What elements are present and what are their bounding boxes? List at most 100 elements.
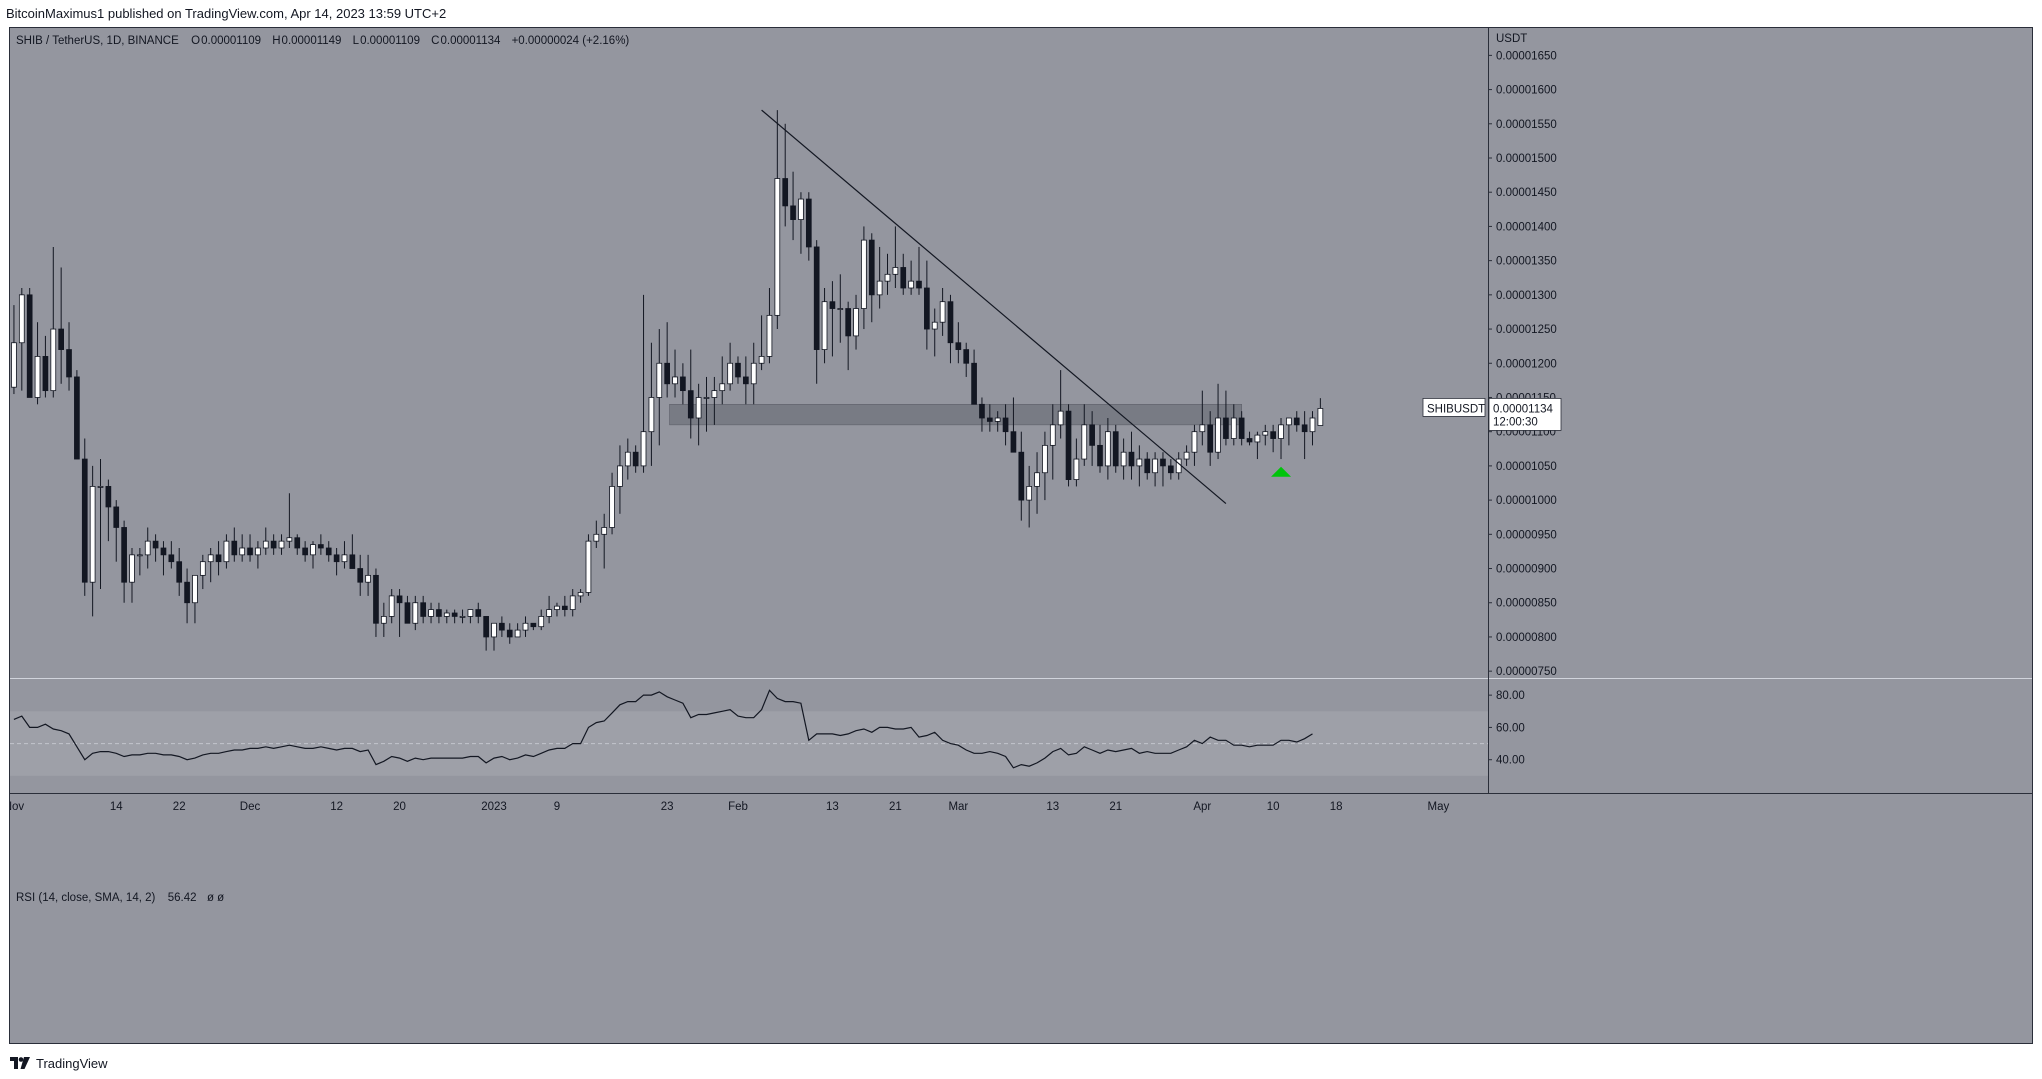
- candle-bull: [546, 609, 552, 617]
- candle-bear: [1097, 444, 1103, 467]
- candle-bear: [868, 239, 875, 296]
- candle-bull: [1175, 458, 1182, 474]
- footer: TradingView: [10, 1052, 108, 1074]
- candle-bull: [380, 616, 387, 624]
- time-tick-label: 22: [173, 801, 186, 813]
- candle-countdown: 12:00:30: [1493, 416, 1538, 428]
- candle-bull: [876, 280, 883, 296]
- chart-canvas[interactable]: 0.00000750 0.00000800 0.00000850 0.00000900…: [10, 28, 2032, 1043]
- open-label: O: [191, 35, 201, 47]
- candle-bull: [1105, 431, 1111, 467]
- candle-bear: [396, 595, 403, 604]
- candle-bull: [640, 431, 647, 467]
- tradingview-logo-icon[interactable]: [10, 1057, 30, 1069]
- price-tick-label: 0.00000800: [1496, 632, 1557, 644]
- candle-bull: [821, 301, 828, 350]
- price-tick-label: 0.00000950: [1496, 529, 1557, 541]
- symbol-title[interactable]: SHIB / TetherUS, 1D, BINANCE: [16, 35, 179, 47]
- candle-bull: [428, 609, 434, 617]
- candle-bull: [931, 321, 938, 330]
- candle-bear: [26, 294, 33, 398]
- candle-bear: [176, 561, 183, 583]
- candle-bull: [129, 554, 135, 583]
- candle-bear: [1167, 465, 1174, 474]
- candle-bull: [286, 537, 293, 542]
- close-value: 0.00001134: [440, 35, 501, 47]
- candle-bull: [522, 622, 529, 631]
- candle-bear: [1010, 431, 1017, 453]
- price-tick-label: 0.00001350: [1496, 256, 1557, 268]
- candle-bear: [357, 568, 364, 583]
- candle-bull: [884, 273, 891, 282]
- price-tick-label: 0.00001500: [1496, 153, 1557, 165]
- candle-bull: [1152, 458, 1158, 474]
- candle-bull: [727, 362, 733, 385]
- time-tick-label: Feb: [728, 801, 748, 813]
- candle-bull: [703, 397, 710, 399]
- price-tick-label: 0.00001450: [1496, 187, 1557, 199]
- candle-bull: [1026, 486, 1033, 501]
- rsi-value: 56.42: [167, 892, 197, 904]
- rsi-title[interactable]: RSI (14, close, SMA, 14, 2): [16, 892, 156, 904]
- candle-bear: [782, 178, 789, 207]
- time-tick-label: 9: [554, 801, 560, 813]
- candle-bull: [648, 397, 655, 433]
- candle-bull: [341, 554, 348, 563]
- candle-bull: [609, 486, 615, 528]
- candle-bear: [325, 547, 332, 556]
- candle-bear: [971, 362, 977, 405]
- candle-bull: [593, 533, 600, 542]
- chart-frame[interactable]: 0.00000750 0.00000800 0.00000850 0.00000900…: [9, 27, 2033, 1044]
- candle-bear: [294, 537, 301, 549]
- time-tick-label: 13: [826, 801, 839, 813]
- candle-bear: [947, 301, 954, 344]
- symbol-tag-box: [1422, 398, 1486, 417]
- rsi-legend: RSI (14, close, SMA, 14, 2) 56.42 ø ø: [16, 892, 224, 904]
- candle-bear: [955, 342, 962, 350]
- low-label: L: [352, 35, 360, 47]
- candle-bear: [1207, 424, 1214, 453]
- candles-group: [11, 110, 1324, 651]
- candle-bear: [979, 403, 985, 419]
- price-tick-label: 0.00001300: [1496, 290, 1557, 302]
- candle-bear: [1089, 424, 1095, 446]
- candle-bear: [302, 547, 308, 556]
- candle-bear: [916, 280, 922, 289]
- candle-bull: [554, 605, 560, 610]
- candle-bull: [144, 540, 151, 556]
- candle-bull: [262, 540, 269, 549]
- footer-brand[interactable]: TradingView: [36, 1055, 108, 1071]
- symbol-tag: SHIBUSDT: [1422, 398, 1486, 417]
- candle-bear: [436, 609, 442, 617]
- candle-bull: [11, 342, 17, 388]
- candle-bull: [89, 486, 96, 583]
- descending-trendline: [761, 109, 1227, 504]
- candle-bull: [892, 267, 899, 275]
- price-tick-label: 0.00001200: [1496, 358, 1557, 370]
- candle-bull: [774, 178, 781, 316]
- candle-bull: [223, 540, 230, 563]
- candle-bull: [617, 465, 623, 487]
- price-tick-label: 0.00001400: [1496, 221, 1557, 233]
- candle-bull: [137, 554, 143, 557]
- time-tick-label: Nov: [10, 801, 24, 813]
- price-legend: SHIB / TetherUS, 1D, BINANCE O0.00001109…: [16, 35, 629, 47]
- price-tick-label: 0.00001600: [1496, 85, 1557, 97]
- candle-bull: [624, 451, 631, 467]
- candle-bull: [585, 540, 592, 593]
- candle-bear: [451, 612, 458, 617]
- candle-bear: [231, 540, 238, 556]
- candle-bull: [1034, 472, 1040, 487]
- candle-bull: [758, 356, 765, 364]
- candle-bear: [829, 301, 836, 309]
- candle-bear: [270, 540, 277, 549]
- candle-bear: [349, 554, 356, 569]
- candle-bear: [1223, 417, 1229, 439]
- candle-bear: [420, 602, 427, 617]
- candle-bull: [1042, 444, 1048, 474]
- candle-bull: [1199, 424, 1206, 433]
- candle-bull: [908, 280, 914, 289]
- change-value: +0.00000024 (+2.16%): [511, 35, 630, 47]
- candle-bull: [1136, 458, 1143, 467]
